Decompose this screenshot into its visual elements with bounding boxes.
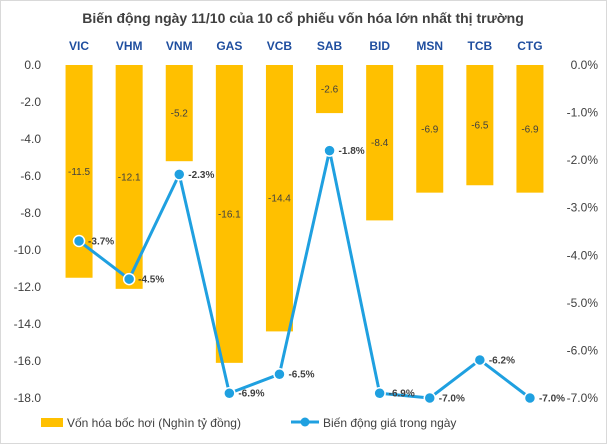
price-change-point-vhm	[122, 272, 136, 286]
bar-gas	[215, 65, 243, 363]
bar-value-label: -12.1	[118, 172, 141, 183]
price-change-point-sab	[323, 144, 336, 157]
price-change-label: -1.8%	[339, 146, 365, 157]
right-axis-tick-label: -6.0%	[567, 343, 599, 357]
bar-value-label: -6.9	[521, 124, 539, 135]
legend-swatch-bars	[41, 418, 63, 427]
bar-sab	[316, 65, 344, 114]
price-change-line	[78, 149, 531, 400]
bar-ctg	[516, 65, 544, 193]
legend-label-line: Biến động giá trong ngày	[323, 416, 456, 430]
price-change-label: -6.2%	[489, 355, 515, 366]
left-axis-tick-label: -14.0	[14, 317, 42, 331]
price-change-label: -6.5%	[288, 370, 314, 381]
category-label-bid: BID	[369, 39, 390, 53]
price-change-point-gas	[223, 386, 236, 400]
right-axis-tick-label: -3.0%	[567, 201, 599, 215]
chart-title: Biến động ngày 11/10 của 10 cổ phiếu vốn…	[82, 10, 524, 26]
left-axis-tick-label: -8.0	[20, 206, 41, 220]
price-change-point-vnm	[173, 168, 186, 181]
bar-value-label: -11.5	[68, 167, 90, 178]
bar-vnm	[165, 65, 193, 162]
price-change-label: -4.5%	[138, 275, 164, 286]
legend-marker-swatch	[300, 417, 310, 427]
left-axis-tick-label: -4.0	[20, 132, 41, 146]
bar-tcb	[466, 65, 494, 186]
category-label-vic: VIC	[69, 39, 89, 53]
left-axis-tick-label: -2.0	[20, 95, 41, 109]
bar-vhm	[115, 65, 143, 289]
bar-value-label: -16.1	[218, 209, 241, 220]
price-change-point-vcb	[273, 367, 286, 381]
left-axis-tick-label: -12.0	[14, 280, 42, 294]
bar-value-label: -6.9	[421, 124, 439, 135]
category-label-vnm: VNM	[166, 39, 193, 53]
bar-msn	[416, 65, 444, 193]
price-change-label: -3.7%	[88, 237, 114, 248]
category-label-sab: SAB	[317, 39, 343, 53]
bar-vcb	[265, 65, 293, 332]
price-change-label: -2.3%	[188, 170, 214, 181]
bar-value-label: -14.4	[268, 194, 291, 205]
right-axis-tick-label: -1.0%	[567, 106, 599, 120]
left-axis-tick-label: -18.0	[14, 391, 42, 405]
price-change-point-vic	[72, 234, 86, 248]
bar-value-label: -6.5	[471, 121, 489, 132]
right-axis-tick-label: 0.0%	[571, 58, 599, 72]
category-label-msn: MSN	[416, 39, 443, 53]
price-change-point-bid	[373, 386, 386, 400]
category-label-gas: GAS	[216, 39, 242, 53]
category-label-tcb: TCB	[468, 39, 493, 53]
bar-bid	[366, 65, 394, 221]
right-axis-tick-label: -4.0%	[567, 248, 599, 262]
price-change-point-tcb	[473, 353, 487, 367]
right-axis-tick-label: -2.0%	[567, 153, 599, 167]
price-change-label: -6.9%	[389, 389, 415, 400]
price-change-label: -7.0%	[439, 394, 465, 405]
price-change-label: -6.9%	[238, 389, 264, 400]
bar-value-label: -2.6	[321, 85, 339, 96]
price-change-label: -7.0%	[539, 394, 565, 405]
bar-value-label: -5.2	[171, 109, 189, 120]
category-label-vcb: VCB	[267, 39, 293, 53]
category-label-vhm: VHM	[116, 39, 143, 53]
legend: Vốn hóa bốc hơi (Nghìn tỷ đồng) Biến độn…	[41, 416, 456, 430]
price-change-point-msn	[423, 391, 436, 405]
right-axis-tick-label: -7.0%	[567, 391, 599, 405]
left-axis-tick-label: 0.0	[24, 58, 41, 72]
left-axis-tick-label: -16.0	[14, 354, 42, 368]
price-change-point-ctg	[523, 391, 537, 405]
left-axis-tick-label: -6.0	[20, 169, 41, 183]
right-axis-tick-label: -5.0%	[567, 296, 599, 310]
legend-label-bars: Vốn hóa bốc hơi (Nghìn tỷ đồng)	[67, 416, 241, 430]
bar-value-label: -8.4	[371, 138, 389, 149]
left-axis-tick-label: -10.0	[14, 243, 42, 257]
category-label-ctg: CTG	[517, 39, 542, 53]
